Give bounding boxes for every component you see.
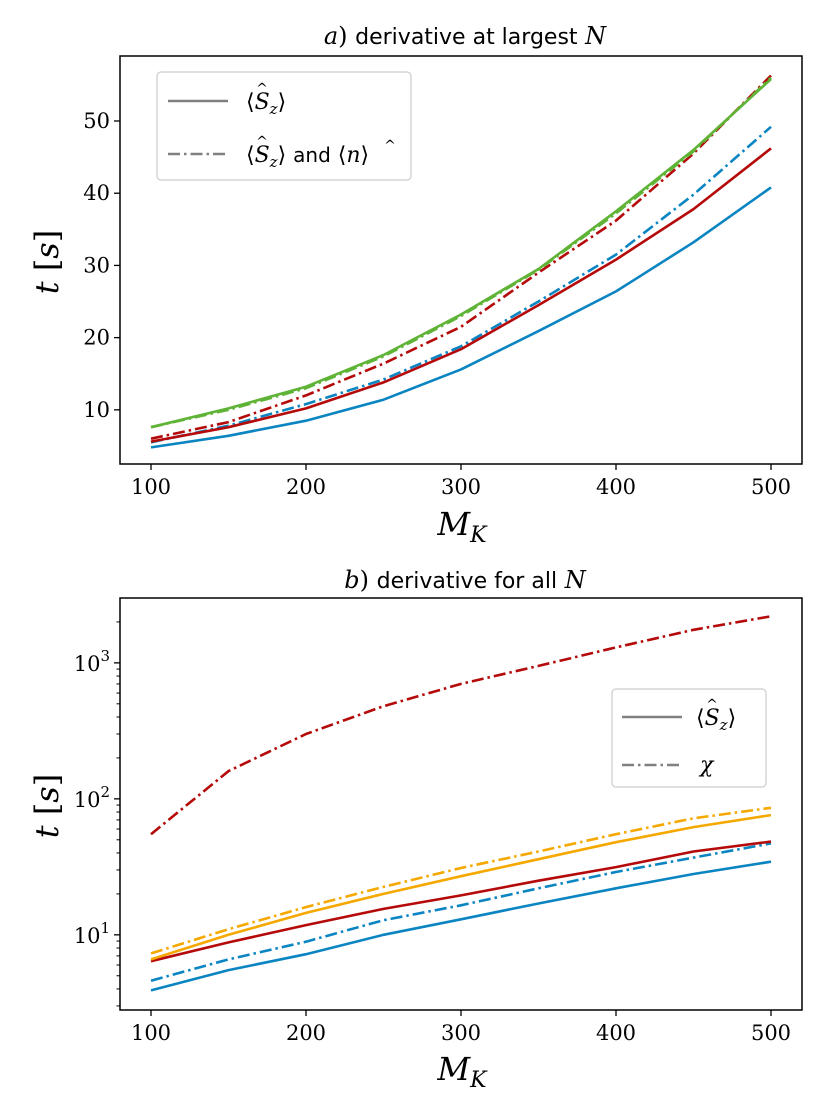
chart-b-xtick-label: 200 [286,1021,326,1045]
chart-b: b) derivative for all N 100 200 300 400 500 … [28,566,803,1093]
chart-a-xtick-label: 500 [751,475,791,499]
chart-a-title: a) derivative at largest N [324,22,607,50]
chart-a-series-line-0 [150,186,772,449]
chart-b-series-line-0 [150,860,772,992]
chart-a-xtick-label: 100 [131,475,171,499]
chart-a-ytick-label: 30 [83,253,110,277]
chart-b-title-text: derivative for all [377,569,557,594]
chart-a-ylabel-var: t [28,281,66,294]
chart-b-ylabel-unit: s [28,786,66,802]
chart-a-legend: ⟨Sz⟩ ^ ⟨Sz⟩ and ⟨n⟩ ^ ^ [156,71,412,181]
chart-a-legend-hat-3: ^ [384,138,396,154]
chart-b-title-prefix: b [344,566,359,594]
chart-b-series-line-3 [150,615,772,836]
chart-b-ylabel: t [s] [28,774,66,838]
chart-a-title-var: N [584,22,607,50]
chart-b-legend: ⟨Sz⟩ ^ χ [611,688,767,788]
chart-b-legend-box [611,688,767,788]
chart-a-series-line-3 [150,74,772,440]
chart-b-frame [119,597,803,1011]
chart-b-xtick-label: 400 [596,1021,636,1045]
chart-b-title-var: N [564,566,587,594]
chart-b-ytick-label: 102 [74,783,110,812]
chart-b-xtick-label: 100 [131,1021,171,1045]
chart-a-title-text: derivative at largest [355,25,578,50]
chart-b-title: b) derivative for all N [344,566,586,594]
chart-b-plot [150,615,772,992]
chart-b-xlabel-base: M [436,1050,471,1088]
chart-b-xtick-label: 500 [751,1021,791,1045]
chart-b-series-line-4 [150,813,772,961]
chart-a-xtick-label: 200 [286,475,326,499]
chart-a-series-line-1 [150,125,772,444]
chart-a-ytick-label: 10 [83,398,110,422]
chart-a-xlabel: MK [436,505,488,548]
chart-a-legend-label-2: ⟨Sz⟩ and ⟨n⟩ [246,143,369,171]
chart-a-legend-label-1: ⟨Sz⟩ [246,90,286,118]
chart-b-y-axis: 101 102 103 [74,621,120,1007]
chart-a-xlabel-base: M [436,505,471,543]
chart-a-plot [150,74,772,449]
chart-b-xlabel: MK [436,1050,488,1093]
chart-b-x-axis: 100 200 300 400 500 [131,1010,791,1045]
chart-a-ylabel: t [s] [28,230,66,294]
chart-b-legend-hat-1: ^ [706,697,718,713]
chart-a-series-line-2 [150,147,772,443]
chart-a-legend-hat-2: ^ [256,134,268,150]
chart-a-ylabel-unit: s [28,242,66,258]
chart-a-xtick-label: 300 [441,475,481,499]
chart-a-x-axis: 100 200 300 400 500 [131,464,791,499]
chart-b-xlabel-sub: K [469,1068,488,1093]
chart-a-title-prefix: a [324,22,338,50]
chart-b-series-line-1 [150,842,772,982]
chart-a-series-line-5 [150,76,772,429]
chart-a-ytick-label: 40 [83,181,110,205]
chart-b-legend-label-2: χ [698,753,715,778]
chart-b-series-line-5 [150,806,772,955]
chart-a: a) derivative at largest N 100 200 300 400 5… [28,22,803,548]
chart-b-ytick-label: 103 [74,647,110,676]
chart-a-ytick-label: 20 [83,326,110,350]
chart-a-xlabel-sub: K [469,523,488,548]
chart-b-series-line-2 [150,840,772,963]
chart-a-y-axis: 10 20 30 40 50 [83,109,120,422]
chart-a-xtick-label: 400 [596,475,636,499]
chart-b-xtick-label: 300 [441,1021,481,1045]
chart-a-legend-hat-1: ^ [256,81,268,97]
chart-a-ytick-label: 50 [83,109,110,133]
chart-b-ylabel-var: t [28,825,66,838]
chart-b-legend-label-1: ⟨Sz⟩ [696,706,736,734]
chart-b-ytick-label: 101 [74,919,110,948]
